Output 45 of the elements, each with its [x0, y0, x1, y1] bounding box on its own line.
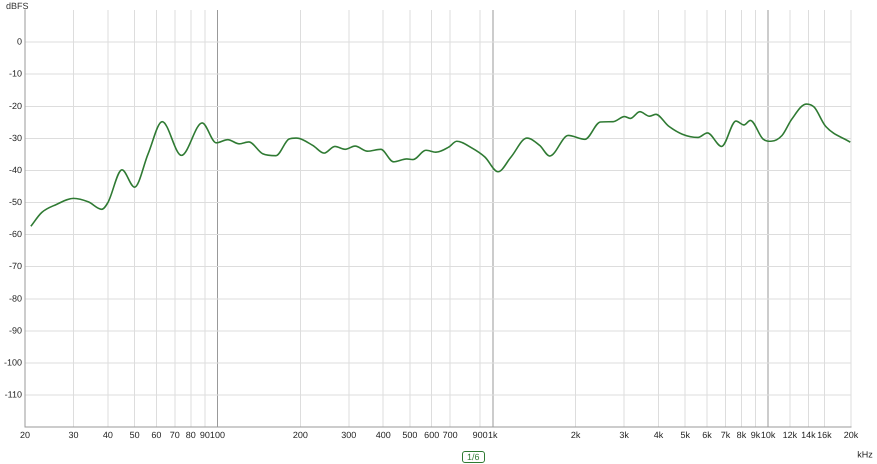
x-tick-label: 12k	[782, 430, 798, 440]
x-tick-label: 16k	[817, 430, 832, 440]
y-tick-label: -20	[8, 100, 22, 111]
y-tick-label: -110	[4, 390, 22, 400]
x-tick-label: 20	[20, 430, 30, 440]
x-tick-label: 4k	[654, 430, 664, 440]
x-tick-label: 8k	[736, 430, 747, 440]
x-tick-label: 100	[210, 430, 225, 440]
y-tick-label: -70	[8, 261, 22, 272]
x-tick-label: 900	[472, 430, 488, 440]
y-tick-label: -50	[8, 197, 22, 208]
x-tick-label: 90	[200, 430, 210, 440]
x-tick-label: 60	[151, 430, 162, 440]
y-axis-title: dBFS	[6, 0, 29, 11]
x-tick-label: 400	[376, 430, 391, 440]
y-tick-label: -40	[8, 164, 22, 175]
x-tick-label: 50	[130, 430, 140, 440]
x-tick-label: 5k	[680, 430, 690, 440]
y-tick-label: -10	[8, 68, 22, 79]
x-tick-label: 700	[442, 430, 458, 440]
x-tick-label: 80	[186, 430, 196, 440]
y-tick-label: 0	[16, 36, 22, 47]
x-tick-label: 7k	[720, 430, 731, 440]
x-tick-label: 9k	[750, 430, 761, 440]
y-tick-label: -100	[4, 358, 22, 368]
text: 1/6	[462, 451, 485, 463]
x-tick-label: 600	[424, 430, 440, 440]
x-tick-label: 70	[170, 430, 180, 440]
x-tick-label: 3k	[619, 430, 630, 440]
x-tick-label: 1k	[488, 430, 498, 440]
x-tick-label: 14k	[801, 430, 816, 440]
y-tick-label: -90	[8, 325, 22, 336]
x-tick-label: 500	[402, 430, 418, 440]
x-tick-label: 200	[292, 430, 308, 440]
x-tick-label: 6k	[702, 430, 712, 440]
y-tick-label: -30	[8, 132, 22, 143]
x-tick-label: 30	[68, 430, 78, 440]
x-tick-label: 2k	[570, 430, 581, 440]
x-tick-label: 40	[102, 430, 113, 440]
x-axis-title: kHz	[857, 449, 874, 460]
x-tick-label: 300	[341, 430, 356, 440]
y-tick-label: -60	[8, 229, 22, 240]
y-tick-label: -80	[8, 293, 22, 304]
x-tick-label: 10k	[760, 430, 776, 440]
x-tick-label: 20k	[844, 430, 859, 440]
